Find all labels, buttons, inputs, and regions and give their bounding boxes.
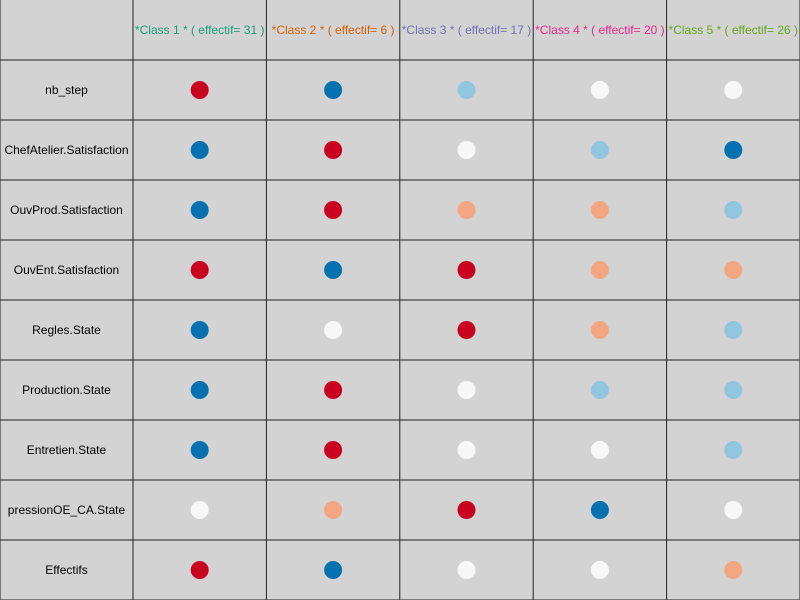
level-marker	[724, 321, 743, 339]
level-marker	[724, 201, 743, 219]
row-label: Effectifs	[45, 563, 87, 577]
row-label: Production.State	[22, 383, 111, 397]
level-marker	[590, 141, 609, 159]
level-marker	[190, 381, 209, 399]
level-marker	[724, 501, 743, 519]
row-label: ChefAtelier.Satisfaction	[4, 143, 128, 157]
column-header-class-4: *Class 4 * ( effectif= 20 )	[535, 23, 665, 37]
level-marker	[457, 141, 476, 159]
level-marker	[590, 201, 609, 219]
level-marker	[324, 441, 343, 459]
row-labels: nb_step ChefAtelier.Satisfaction OuvProd.S…	[4, 83, 128, 577]
column-header-class-3: *Class 3 * ( effectif= 17 )	[402, 23, 532, 37]
row-label: OuvProd.Satisfaction	[10, 203, 123, 217]
level-marker	[457, 441, 476, 459]
level-marker	[190, 501, 209, 519]
level-marker	[590, 321, 609, 339]
level-marker	[457, 381, 476, 399]
level-marker	[190, 261, 209, 279]
level-marker	[324, 141, 343, 159]
level-marker	[324, 261, 343, 279]
row-label: Regles.State	[32, 323, 101, 337]
level-marker	[457, 261, 476, 279]
level-marker	[190, 441, 209, 459]
level-marker	[590, 561, 609, 579]
level-marker	[457, 321, 476, 339]
level-marker	[190, 141, 209, 159]
level-marker	[324, 561, 343, 579]
level-marker	[190, 321, 209, 339]
level-marker	[324, 321, 343, 339]
column-header-class-2: *Class 2 * ( effectif= 6 )	[272, 23, 395, 37]
row-label: Entretien.State	[27, 443, 107, 457]
row-label: OuvEnt.Satisfaction	[14, 263, 119, 277]
row-label: pressionOE_CA.State	[8, 503, 126, 517]
level-marker	[190, 81, 209, 99]
level-marker	[590, 261, 609, 279]
column-header-class-5: *Class 5 * ( effectif= 26 )	[669, 23, 799, 37]
level-marker	[590, 501, 609, 519]
level-marker	[724, 561, 743, 579]
level-marker	[724, 261, 743, 279]
level-marker	[724, 381, 743, 399]
level-marker	[324, 381, 343, 399]
level-markers	[190, 81, 743, 579]
level-marker	[457, 501, 476, 519]
level-marker	[457, 201, 476, 219]
level-marker	[457, 81, 476, 99]
level-marker	[324, 201, 343, 219]
level-marker	[457, 561, 476, 579]
level-marker	[724, 81, 743, 99]
level-marker	[190, 561, 209, 579]
level-marker	[324, 501, 343, 519]
level-marker	[590, 81, 609, 99]
row-label: nb_step	[45, 83, 88, 97]
level-marker	[590, 381, 609, 399]
level-marker	[590, 441, 609, 459]
level-marker	[190, 201, 209, 219]
level-marker	[724, 441, 743, 459]
column-header-class-1: *Class 1 * ( effectif= 31 )	[135, 23, 265, 37]
level-marker	[724, 141, 743, 159]
column-headers: *Class 1 * ( effectif= 31 ) *Class 2 * ( …	[135, 23, 798, 37]
level-marker	[324, 81, 343, 99]
